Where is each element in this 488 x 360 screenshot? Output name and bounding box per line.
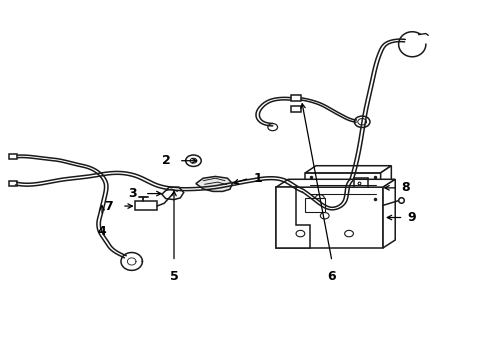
Text: 6: 6 (327, 270, 336, 283)
Text: 8: 8 (400, 181, 409, 194)
FancyBboxPatch shape (135, 202, 157, 210)
FancyBboxPatch shape (290, 95, 301, 102)
Circle shape (344, 230, 353, 237)
Text: 4: 4 (98, 225, 106, 238)
Text: 9: 9 (406, 211, 415, 224)
Circle shape (354, 116, 369, 127)
Text: 3: 3 (128, 187, 136, 200)
Polygon shape (276, 179, 394, 187)
Circle shape (190, 158, 197, 163)
Circle shape (295, 230, 304, 237)
Circle shape (267, 123, 277, 131)
Polygon shape (276, 187, 309, 248)
Text: 2: 2 (162, 154, 170, 167)
Text: 1: 1 (253, 172, 262, 185)
Circle shape (357, 118, 366, 125)
Polygon shape (305, 166, 390, 173)
FancyBboxPatch shape (290, 106, 301, 112)
Text: 5: 5 (169, 270, 178, 283)
Circle shape (320, 212, 328, 219)
Polygon shape (380, 166, 390, 203)
FancyBboxPatch shape (305, 173, 380, 203)
FancyBboxPatch shape (9, 154, 18, 158)
Polygon shape (382, 179, 394, 248)
Polygon shape (305, 198, 324, 212)
Text: 7: 7 (104, 199, 113, 212)
Circle shape (315, 195, 324, 201)
Polygon shape (162, 187, 183, 200)
Polygon shape (196, 176, 232, 192)
FancyBboxPatch shape (9, 181, 18, 186)
Circle shape (185, 155, 201, 166)
Polygon shape (276, 187, 382, 248)
